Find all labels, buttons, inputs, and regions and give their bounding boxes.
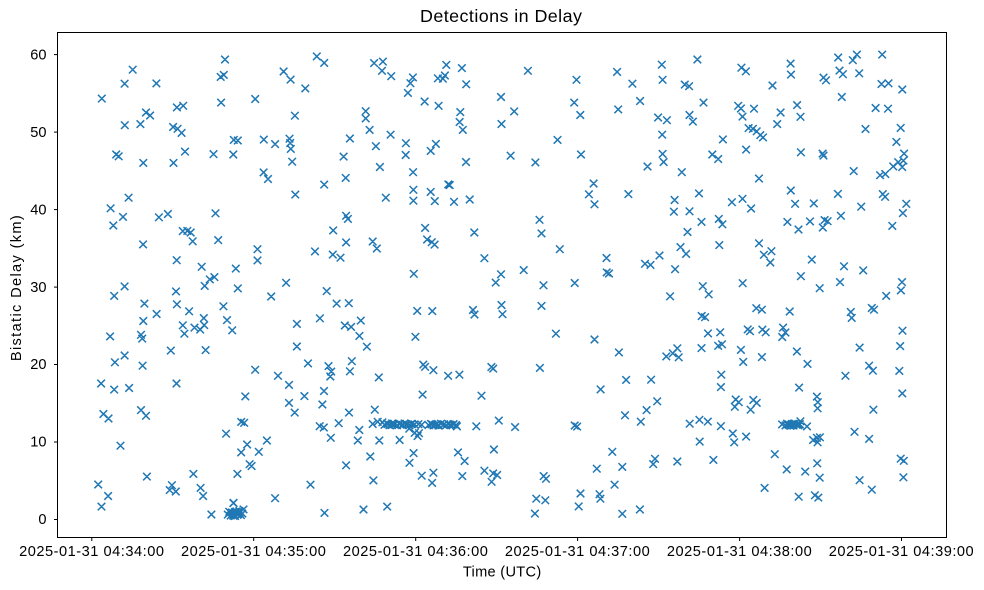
svg-text:2025-01-31 04:34:00: 2025-01-31 04:34:00 [19,544,164,560]
svg-text:2025-01-31 04:36:00: 2025-01-31 04:36:00 [343,544,488,560]
svg-text:50: 50 [30,125,46,141]
svg-text:Time (UTC): Time (UTC) [463,565,542,581]
svg-text:2025-01-31 04:38:00: 2025-01-31 04:38:00 [667,544,812,560]
svg-text:60: 60 [30,47,46,63]
svg-text:10: 10 [30,435,46,451]
svg-text:2025-01-31 04:35:00: 2025-01-31 04:35:00 [181,544,326,560]
svg-text:2025-01-31 04:39:00: 2025-01-31 04:39:00 [829,544,974,560]
svg-text:20: 20 [30,357,46,373]
svg-text:Bistatic Delay (km): Bistatic Delay (km) [9,214,25,361]
svg-text:Detections in Delay: Detections in Delay [420,6,582,26]
svg-text:0: 0 [38,512,46,528]
svg-text:30: 30 [30,280,46,296]
svg-text:40: 40 [30,202,46,218]
svg-text:2025-01-31 04:37:00: 2025-01-31 04:37:00 [505,544,650,560]
